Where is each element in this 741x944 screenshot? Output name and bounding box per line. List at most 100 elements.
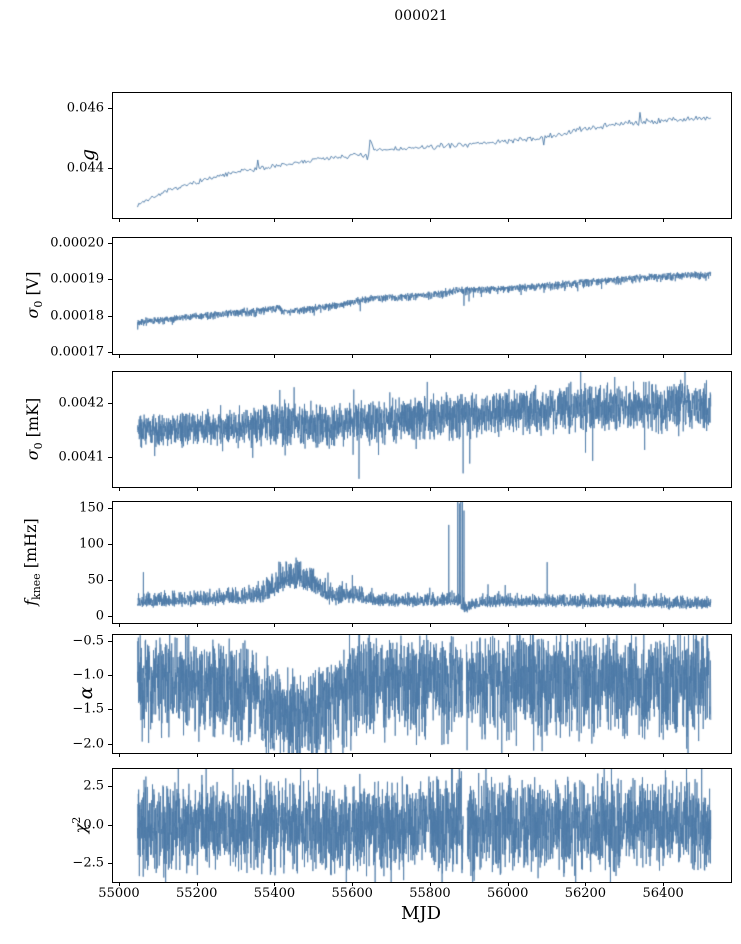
y-tick-label: 0.00020 [50, 235, 104, 251]
y-tick-mark [108, 786, 112, 787]
data-series-sigma0_mK [113, 372, 731, 487]
x-tick-label: 55400 [253, 886, 296, 901]
y-tick-mark [108, 675, 112, 676]
x-tick-mark [197, 487, 198, 491]
x-tick-label: 55000 [98, 886, 140, 901]
y-tick-label: −2.0 [72, 736, 104, 752]
y-tick-label: 0.00019 [50, 271, 104, 287]
y-tick-mark [108, 744, 112, 745]
x-tick-mark [663, 882, 664, 886]
x-tick-mark [663, 487, 664, 491]
y-tick-label: 0.046 [66, 100, 104, 116]
y-tick-label: 0.044 [66, 160, 104, 176]
y-tick-label: −1.0 [72, 667, 104, 683]
x-tick-mark [508, 487, 509, 491]
y-tick-mark [108, 709, 112, 710]
y-tick-label: 0.0041 [58, 449, 105, 465]
x-tick-mark [352, 882, 353, 886]
x-tick-mark [119, 354, 120, 358]
y-tick-label: 50 [87, 572, 104, 588]
y-axis-label-f_knee_mHz: fknee [mHz] [20, 517, 44, 606]
x-tick-mark [119, 218, 120, 222]
y-tick-mark [108, 108, 112, 109]
x-axis-label: MJD [400, 903, 442, 924]
data-series-alpha [113, 635, 731, 753]
panel-f_knee_mHz [112, 501, 732, 624]
y-tick-label: 0.0 [83, 817, 104, 832]
y-tick-mark [108, 616, 112, 617]
y-tick-label: 150 [79, 500, 104, 516]
x-tick-mark [430, 487, 431, 491]
y-tick-mark [108, 403, 112, 404]
y-tick-mark [108, 641, 112, 642]
y-tick-label: 0.00018 [50, 308, 104, 324]
x-tick-mark [585, 753, 586, 757]
y-axis-label-alpha: α [75, 686, 97, 700]
x-tick-mark [119, 623, 120, 627]
x-tick-mark [585, 882, 586, 886]
x-tick-mark [430, 354, 431, 358]
x-tick-mark [119, 882, 120, 886]
y-tick-mark [108, 544, 112, 545]
x-tick-mark [585, 354, 586, 358]
y-tick-mark [108, 279, 112, 280]
y-tick-label: 2.5 [83, 778, 104, 794]
x-tick-mark [663, 354, 664, 358]
x-tick-mark [197, 218, 198, 222]
x-tick-mark [663, 218, 664, 222]
y-axis-label-sigma0_V: σ0 [V] [22, 271, 46, 319]
y-tick-mark [108, 508, 112, 509]
x-tick-mark [585, 487, 586, 491]
x-tick-mark [508, 882, 509, 886]
x-tick-mark [430, 218, 431, 222]
y-tick-mark [108, 352, 112, 353]
x-tick-mark [430, 623, 431, 627]
x-tick-mark [508, 623, 509, 627]
y-tick-label: −1.5 [72, 701, 104, 717]
x-tick-mark [663, 623, 664, 627]
x-tick-mark [585, 218, 586, 222]
y-tick-label: −0.5 [72, 633, 104, 649]
x-tick-mark [352, 623, 353, 627]
x-tick-mark [663, 753, 664, 757]
x-tick-mark [508, 354, 509, 358]
data-series-f_knee_mHz [113, 502, 731, 623]
x-tick-mark [274, 623, 275, 627]
x-tick-mark [430, 753, 431, 757]
x-tick-label: 55600 [331, 886, 373, 901]
x-tick-mark [508, 218, 509, 222]
y-axis-label-sigma0_mK: σ0 [mK] [22, 397, 46, 460]
x-tick-mark [352, 218, 353, 222]
x-tick-mark [197, 882, 198, 886]
y-tick-mark [108, 243, 112, 244]
x-tick-label: 56000 [486, 886, 529, 901]
y-tick-label: 0.00017 [50, 344, 104, 360]
plot-title: 000021 [394, 8, 448, 24]
y-tick-mark [108, 316, 112, 317]
x-tick-label: 56200 [564, 886, 607, 901]
x-tick-mark [352, 753, 353, 757]
y-tick-mark [108, 825, 112, 826]
x-tick-mark [352, 487, 353, 491]
y-tick-mark [108, 863, 112, 864]
panel-alpha [112, 634, 732, 754]
x-tick-label: 55800 [409, 886, 451, 901]
x-tick-mark [430, 882, 431, 886]
panel-chi2 [112, 768, 732, 883]
data-series-g [113, 93, 731, 218]
data-series-sigma0_V [113, 238, 731, 354]
data-series-chi2 [113, 769, 731, 882]
x-tick-mark [585, 623, 586, 627]
y-axis-label-g: g [77, 148, 99, 161]
panel-sigma0_V [112, 237, 732, 355]
y-tick-mark [108, 580, 112, 581]
y-axis-label-chi2: χ2 [69, 816, 91, 833]
x-tick-mark [508, 753, 509, 757]
x-tick-label: 55200 [176, 886, 218, 901]
y-tick-label: 0.0042 [58, 395, 105, 411]
x-tick-label: 56400 [642, 886, 684, 901]
x-tick-mark [274, 218, 275, 222]
x-tick-mark [352, 354, 353, 358]
y-tick-label: 0 [95, 608, 104, 624]
